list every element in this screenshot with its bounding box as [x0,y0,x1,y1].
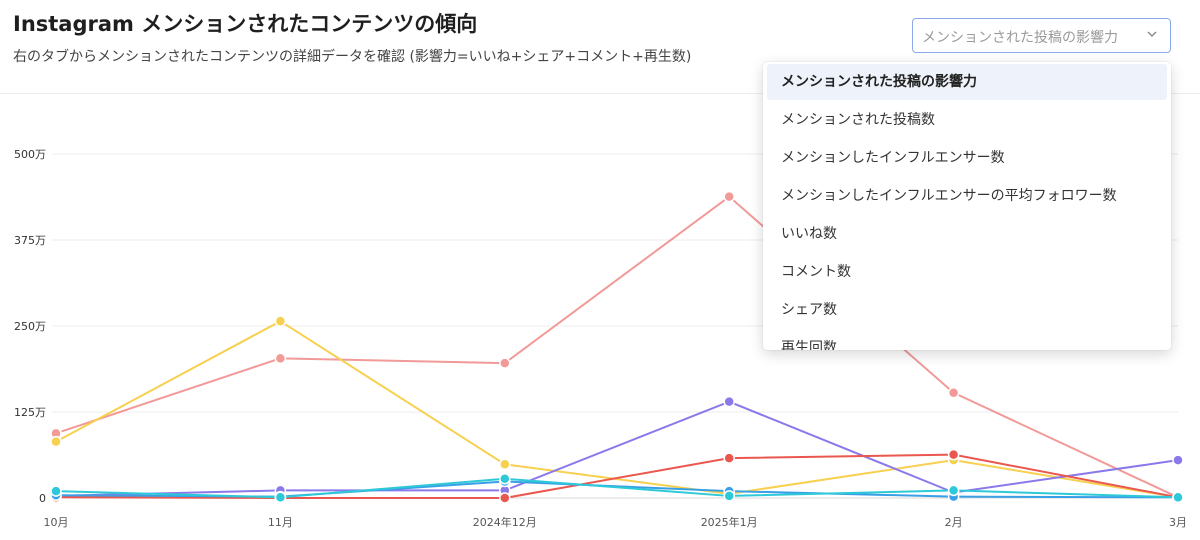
metric-dropdown-menu: メンションされた投稿の影響力メンションされた投稿数メンションしたインフルエンサー… [763,62,1171,350]
data-point [723,452,735,464]
data-point [723,490,735,502]
data-point [499,458,511,471]
x-tick-label: 11月 [268,516,293,529]
data-point [1172,491,1184,504]
data-point [947,448,960,461]
metric-option[interactable]: 再生回数 [781,340,837,350]
metric-option[interactable]: メンションされた投稿の影響力 [767,64,1167,100]
metric-option[interactable]: コメント数 [781,264,851,280]
x-tick-label: 3月 [1169,516,1187,529]
x-tick-label: 2月 [945,516,963,529]
series-line [55,477,1179,499]
data-point [274,315,287,327]
page-header: Instagram メンションされたコンテンツの傾向 右のタブからメンションされ… [0,0,1200,94]
data-point [274,491,287,504]
series-line [55,195,1179,499]
metric-option[interactable]: シェア数 [781,302,837,318]
metric-select[interactable]: メンションされた投稿の影響力 [912,18,1171,53]
data-point [499,492,511,504]
data-point [723,190,735,203]
metric-select-value: メンションされた投稿の影響力 [922,30,1118,46]
data-point [50,485,62,497]
y-tick-label: 500万 [14,148,46,161]
data-point [947,386,960,399]
data-point [947,484,960,497]
series-line [55,400,1179,497]
series-line [55,320,1179,499]
line-chart-svg: 0 125万 250万 375万 500万 10月 11月 2024年12月 2025年1月 2月… [14,148,1187,529]
chevron-down-icon [1147,31,1157,37]
data-point [1172,454,1184,466]
y-tick-label: 125万 [14,406,46,419]
metric-option[interactable]: メンションしたインフルエンサーの平均フォロワー数 [781,188,1117,204]
y-tick-label: 0 [39,492,46,505]
x-tick-label: 10月 [44,516,69,529]
data-point [50,435,62,448]
y-tick-label: 375万 [14,234,46,247]
data-point [723,395,735,408]
series-line [55,453,1179,499]
data-point [499,472,511,485]
line-chart: 0 125万 250万 375万 500万 10月 11月 2024年12月 2025年1月 2月… [0,94,1200,540]
metric-option[interactable]: メンションしたインフルエンサー数 [781,150,1005,166]
y-tick-label: 250万 [14,320,46,333]
data-point [274,352,287,365]
x-tick-label: 2024年12月 [473,515,537,529]
page-subtitle: 右のタブからメンションされたコンテンツの詳細データを確認 (影響力=いいね+シェ… [13,49,692,65]
x-tick-label: 2025年1月 [701,515,758,529]
page-title: Instagram メンションされたコンテンツの傾向 [13,12,478,36]
metric-option[interactable]: メンションされた投稿数 [781,112,935,128]
data-point [499,357,511,369]
metric-option[interactable]: いいね数 [781,226,837,242]
